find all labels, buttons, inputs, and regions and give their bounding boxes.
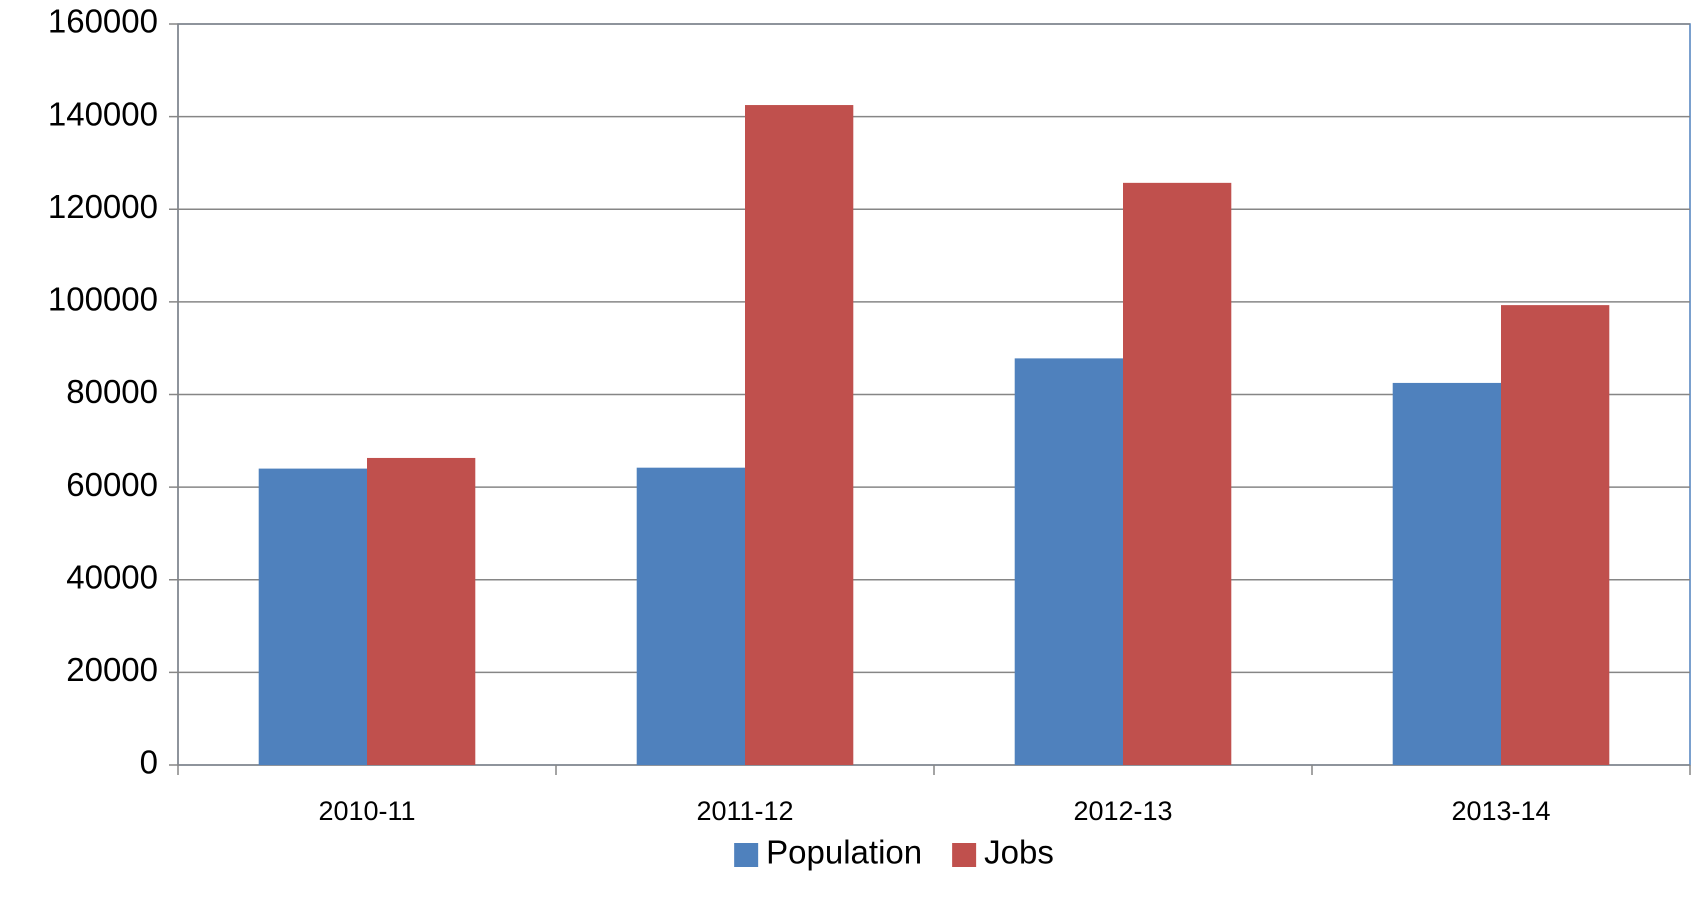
x-tick-label: 2013-14 — [1451, 796, 1550, 826]
y-tick-label: 140000 — [48, 95, 158, 132]
y-tick-label: 60000 — [66, 466, 158, 503]
bar — [636, 467, 745, 765]
bar — [258, 468, 367, 765]
bar — [367, 457, 476, 765]
bar — [1501, 305, 1610, 765]
y-tick-label: 20000 — [66, 651, 158, 688]
x-tick-label: 2012-13 — [1073, 796, 1172, 826]
legend-swatch — [952, 843, 977, 867]
y-tick-label: 40000 — [66, 558, 158, 595]
legend-swatch — [734, 843, 759, 867]
legend-label: Population — [766, 834, 922, 871]
bar — [1014, 358, 1123, 765]
y-tick-label: 160000 — [48, 3, 158, 40]
y-tick-label: 80000 — [66, 373, 158, 410]
bar — [745, 105, 854, 765]
x-tick-label: 2010-11 — [318, 796, 415, 826]
y-tick-label: 100000 — [48, 281, 158, 318]
bar — [1123, 182, 1232, 765]
y-tick-label: 120000 — [48, 188, 158, 225]
legend-label: Jobs — [984, 834, 1054, 871]
bar — [1392, 382, 1501, 765]
y-tick-label: 0 — [140, 744, 158, 781]
x-tick-label: 2011-12 — [696, 796, 793, 826]
